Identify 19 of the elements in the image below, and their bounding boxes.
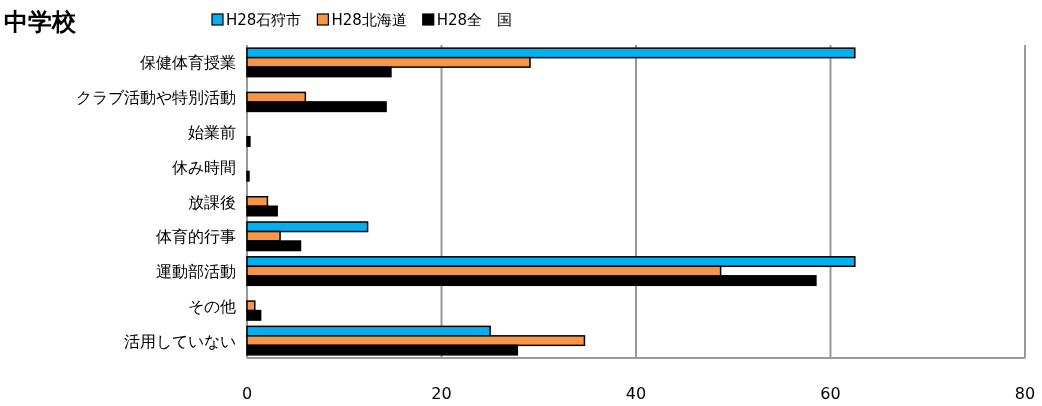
x-tick-label: 40 — [625, 384, 647, 403]
x-tick-label: 80 — [1014, 384, 1036, 403]
x-tick-label: 20 — [431, 384, 452, 403]
x-tick-label: 0 — [241, 384, 253, 403]
y-tick-label: 活用していない — [124, 331, 236, 351]
legend-label: H28全 国 — [436, 11, 513, 29]
x-tick-label: 60 — [820, 384, 841, 403]
bar — [246, 135, 251, 147]
legend-label: H28石狩市 — [226, 11, 302, 29]
y-tick-label: 運動部活動 — [156, 262, 236, 282]
y-tick-label: 体育的行事 — [156, 227, 236, 247]
y-tick-label: クラブ活動や特別活動 — [76, 88, 236, 108]
y-tick-label: 保健体育授業 — [140, 53, 236, 73]
y-tick-label: 休み時間 — [172, 157, 236, 177]
y-tick-label: 放課後 — [188, 192, 236, 212]
legend-label: H28北海道 — [331, 11, 407, 29]
y-tick-label: その他 — [188, 296, 236, 316]
text: 中学校 — [4, 8, 77, 36]
y-tick-label: 始業前 — [188, 122, 236, 142]
